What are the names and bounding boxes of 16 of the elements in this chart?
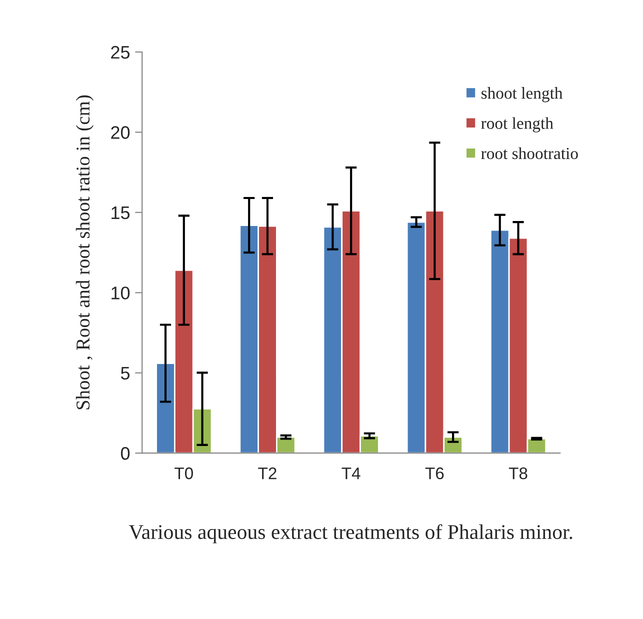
y-tick-label: 25 (111, 46, 130, 59)
y-tick-label: 20 (111, 126, 130, 139)
legend-label: shoot length (482, 87, 563, 102)
x-axis-title: Various aqueous extract treatments of Phalaris minor. (128, 524, 572, 544)
y-tick-label: 0 (120, 447, 130, 460)
y-tick-label: 15 (112, 206, 130, 220)
y-tick-label: 5 (120, 367, 130, 380)
legend-label: root shootratio (481, 147, 578, 160)
x-tick-label: T4 (342, 468, 360, 480)
y-axis-title: Shoot , Root and root shoot ratio in (cm) (76, 95, 94, 410)
x-tick-label: T2 (258, 467, 276, 480)
x-tick-label: T8 (508, 467, 528, 480)
y-tick-label: 10 (112, 286, 130, 300)
x-tick-label: T0 (174, 467, 193, 480)
legend-label: root length (481, 117, 554, 132)
x-tick-label: T6 (425, 467, 444, 480)
